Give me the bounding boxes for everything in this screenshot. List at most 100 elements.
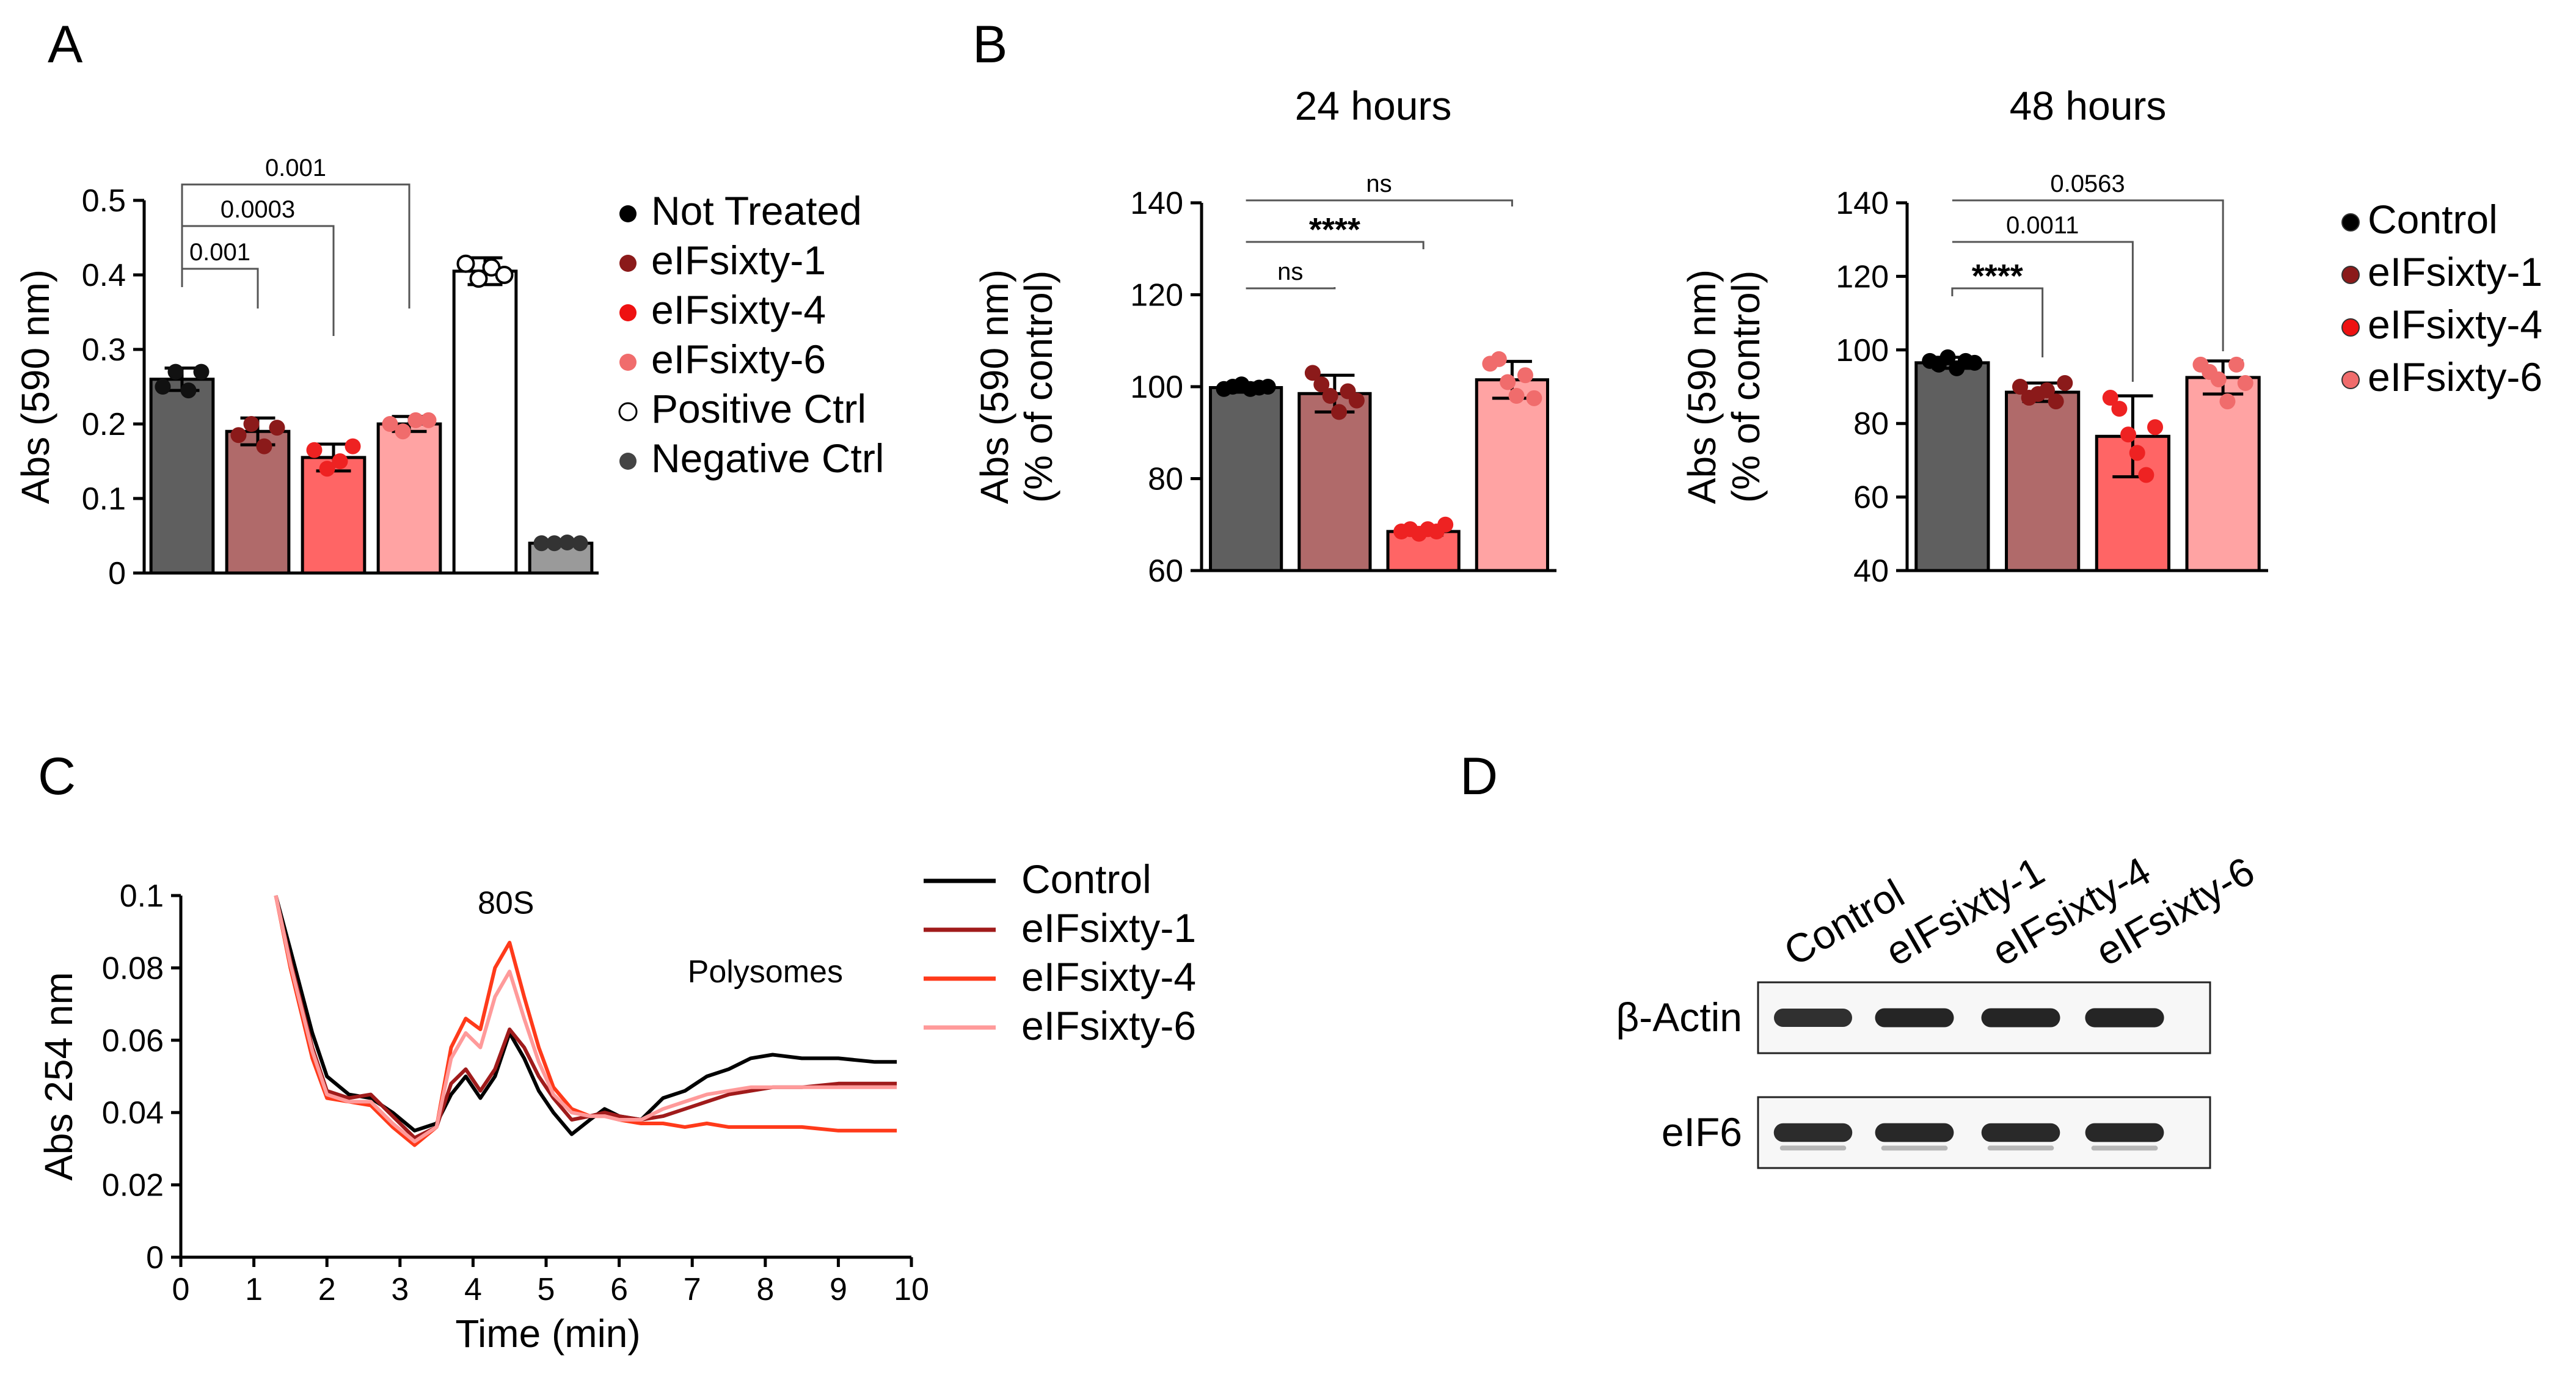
chart-a-data-point [345,438,361,455]
chart-c-y-tick-label: 0.1 [120,878,164,914]
blot-band [2085,1123,2164,1142]
chart-b1-y-label: Abs (590 nm)(% of control) [972,269,1060,504]
blot-band [1875,1123,1954,1142]
chart-a-legend-item: Negative Ctrl [619,436,884,481]
blot-band [1981,1008,2060,1028]
chart-c-x-label: Time (min) [455,1312,640,1356]
chart-b1-title: 24 hours [1295,83,1452,128]
chart-a-data-point [407,412,424,428]
legend-label: eIFsixty-4 [1021,954,1196,999]
chart-c-y-label: Abs 254 nm [37,972,81,1181]
legend-label: Not Treated [651,188,862,233]
chart-a-legend-item: eIFsixty-1 [619,238,826,283]
chart-a-data-point [420,412,437,428]
blot-faint-band [2091,1145,2158,1151]
chart-a-data-point [559,534,575,550]
chart-a-y-tick-label: 0.5 [82,183,126,219]
chart-b2-data-point [2228,356,2245,373]
panel-label-b: B [972,15,1007,74]
chart-c-x-tick-label: 6 [610,1272,628,1307]
chart-b1-data-point [1500,374,1516,390]
chart-b1-significance-label: ns [1277,258,1303,285]
chart-b2-legend-item: eIFsixty-4 [2341,302,2542,347]
chart-c-legend-item: eIFsixty-6 [924,1003,1196,1048]
blot-faint-band [1779,1145,1847,1151]
chart-b2-y-tick-label: 40 [1853,553,1889,589]
chart-c-y-tick-label: 0.04 [102,1095,164,1131]
chart-b2-legend-item: eIFsixty-6 [2341,354,2542,400]
legend-label: eIFsixty-4 [2368,302,2542,347]
chart-b1-comparison-bracket [1246,199,1513,206]
chart-b2-data-point [2120,426,2137,443]
chart-a-data-point [395,423,411,440]
chart-b2-y-tick-label: 140 [1836,186,1889,221]
chart-a-bar-chart: 0 0.1 0.2 0.3 0.4 0.5 Abs (590 nm) 0.001 0.0003 0… [13,155,599,591]
chart-b2-comparison-bracket [1951,287,2044,357]
legend-marker [2341,213,2360,232]
chart-b2-comparison-bracket [1952,199,2224,351]
chart-b2-y-label-line: (% of control) [1724,271,1768,503]
chart-b2-data-point [2048,393,2064,410]
chart-a-legend-item: eIFsixty-4 [619,287,826,332]
chart-b2-data-point [2111,401,2128,417]
chart-b2-data-point [2138,467,2155,483]
legend-label: Positive Ctrl [651,386,866,431]
chart-a-data-point [456,254,475,273]
chart-a-data-point [256,438,272,455]
chart-b1-data-point [1526,390,1542,406]
chart-b2-y-label: Abs (590 nm)(% of control) [1680,269,1768,504]
chart-b1-comparison-bracket [1246,241,1425,249]
chart-a-data-point [230,427,247,444]
chart-b1-data-point [1313,376,1330,393]
chart-a-data-point [180,382,197,399]
chart-b2-y-tick-label: 60 [1853,480,1889,516]
legend-label: eIFsixty-6 [1021,1003,1196,1048]
chart-b2-data-point [2102,390,2118,406]
chart-c-x-tick-label: 8 [756,1272,774,1307]
chart-a-comparison-bracket [181,268,259,308]
chart-b2-y-tick-label: 100 [1836,333,1889,368]
chart-a-data-point [155,379,171,395]
legend-label: eIFsixty-4 [651,287,826,332]
chart-b1-data-point [1508,388,1525,404]
chart-a-data-point [167,363,184,380]
chart-b1-data-point [1491,351,1507,367]
chart-b2-significance-label: 0.0011 [2006,212,2079,239]
legend-label: Control [2368,197,2498,242]
panel-label-a: A [48,15,83,74]
chart-c-x-tick-label: 9 [830,1272,847,1307]
legend-label: eIFsixty-1 [2368,249,2542,294]
chart-a-y-label-line: Abs (590 nm) [13,269,57,504]
chart-a-bar [149,378,215,575]
chart-b1-y-label-line: Abs (590 nm) [972,269,1016,504]
chart-b2-data-point [2147,419,2164,436]
chart-b2-bar [2185,376,2261,572]
chart-a-data-point [546,535,563,552]
legend-label: eIFsixty-1 [651,238,826,283]
chart-a-data-point [572,535,588,552]
blot-band [2085,1008,2164,1028]
chart-a-data-point [306,442,323,458]
chart-c-series-line [274,895,897,1136]
chart-b2-data-point [2012,379,2028,395]
chart-a-y-label: Abs (590 nm) [13,269,57,504]
chart-a-data-point [269,420,285,436]
legend-label: eIFsixty-1 [1021,905,1196,951]
legend-marker [2341,371,2360,389]
chart-c-y-tick-label: 0 [146,1240,164,1276]
chart-a-y-tick-label: 0.1 [82,481,126,517]
chart-c-x-tick-label: 2 [318,1272,336,1307]
chart-a-bar [452,269,518,575]
legend-label: Control [1021,856,1151,902]
chart-a-bar [376,422,442,575]
blot-band [1774,1009,1852,1027]
chart-b1-bar [1297,392,1372,572]
blot-row-label: eIF6 [1662,1109,1742,1155]
chart-a-data-point [319,461,335,477]
chart-b2-data-point [2129,445,2145,461]
chart-b1-y-tick-label: 80 [1148,462,1183,497]
chart-a-comparison-bracket [181,183,410,308]
chart-a-y-tick-label: 0 [108,556,126,591]
chart-c-x-tick-label: 5 [538,1272,555,1307]
